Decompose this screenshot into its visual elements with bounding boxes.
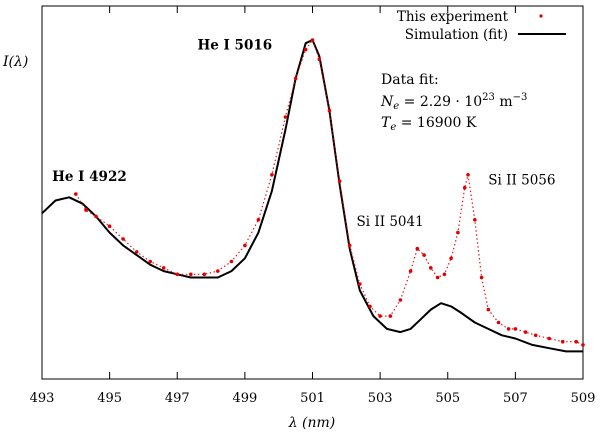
experiment-point (547, 336, 551, 341)
fit-density: Ne = 2.29 · 1023 m−3 (380, 92, 527, 112)
experiment-point (415, 246, 420, 251)
fit-box: Data fit: Ne = 2.29 · 1023 m−3 Te = 1690… (380, 72, 527, 133)
annotation-he-5016: He I 5016 (198, 38, 273, 54)
axis-ticks (41, 6, 584, 379)
x-tick-label-509: 509 (571, 391, 596, 406)
x-axis-label: λ (nm) (288, 415, 336, 431)
simulation-line (41, 39, 583, 353)
x-tick-label-499: 499 (232, 391, 257, 406)
x-tick-label-497: 497 (165, 391, 190, 406)
annotation-si-5041: Si II 5041 (357, 214, 424, 230)
series-simulation (41, 39, 583, 353)
plot-frame (41, 5, 584, 380)
experiment-point (473, 218, 477, 222)
x-tick-label-507: 507 (503, 391, 528, 406)
experiment-point (574, 339, 578, 344)
x-tick-label-503: 503 (368, 391, 393, 406)
x-tick-label-501: 501 (300, 391, 325, 406)
y-axis-label: I(λ) (2, 54, 28, 70)
experiment-point (408, 269, 413, 273)
experiment-point (479, 275, 484, 280)
experiment-point (175, 272, 180, 277)
experiment-point (317, 57, 322, 62)
experiment-point (337, 179, 342, 183)
annotation-he-4922: He I 4922 (52, 169, 127, 185)
experiment-point (378, 314, 382, 318)
experiment-point (466, 173, 470, 177)
experiment-point (270, 173, 274, 177)
x-tick-label-495: 495 (97, 391, 122, 406)
fit-title: Data fit: (381, 72, 439, 88)
legend: This experiment Simulation (fit) (397, 9, 566, 43)
experiment-point (256, 218, 261, 222)
annotation-si-5056: Si II 5056 (488, 172, 555, 188)
experiment-point (462, 185, 467, 190)
x-tick-label-505: 505 (435, 391, 460, 406)
fit-temperature: Te = 16900 K (381, 115, 477, 133)
experiment-point (202, 272, 207, 277)
legend-marker-experiment (539, 14, 543, 18)
x-tick-labels: 493 495 497 499 501 503 505 507 509 (30, 391, 596, 406)
experiment-point (449, 256, 453, 261)
series-experiment (74, 38, 585, 347)
experiment-trace (75, 38, 584, 346)
x-tick-label-493: 493 (30, 391, 55, 406)
legend-label-experiment: This experiment (397, 9, 509, 25)
legend-label-simulation: Simulation (fit) (405, 27, 508, 43)
